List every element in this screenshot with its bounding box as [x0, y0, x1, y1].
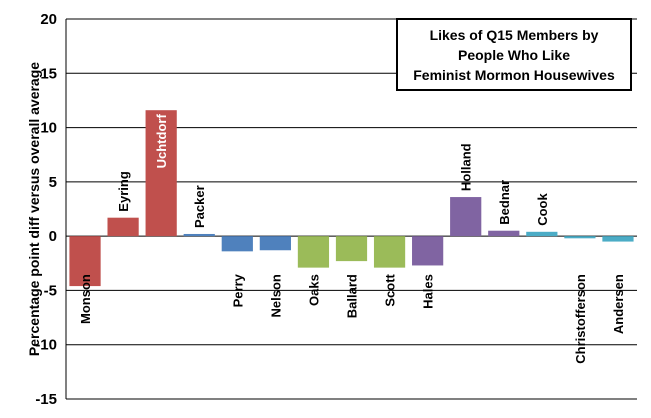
axes: [65, 19, 637, 400]
y-tick-label: 5: [49, 174, 57, 191]
bar-cook: [526, 231, 558, 237]
category-labels: Monson Eyring Uchtdorf Packer Perry Nelson Oak…: [78, 114, 626, 364]
category-label: Monson: [78, 274, 93, 324]
category-label: Holland: [459, 143, 474, 191]
bar-hales: [412, 236, 444, 266]
category-label: Uchtdorf: [154, 114, 169, 169]
category-label: Christofferson: [573, 274, 588, 364]
category-label: Andersen: [611, 274, 626, 334]
category-label: Hales: [421, 274, 436, 309]
bar-uchtdorf: [145, 110, 177, 237]
bar-oaks: [297, 236, 330, 268]
bar-eyring: [107, 217, 139, 237]
y-tick-label: -15: [35, 391, 57, 408]
y-tick-labels: -15 -10 -5 0 5 10 15 20: [35, 11, 57, 408]
bar-packer: [183, 233, 215, 237]
category-label: Bednar: [497, 180, 512, 225]
y-tick-label: 20: [40, 11, 57, 28]
category-label: Eyring: [116, 171, 131, 212]
bar-holland: [450, 197, 482, 237]
y-tick-label: 0: [49, 228, 57, 245]
bar-monson: [69, 236, 101, 287]
chart-title: Likes of Q15 Members by People Who Like …: [413, 26, 615, 83]
y-tick-label: -5: [44, 282, 57, 299]
chart-title-box: Likes of Q15 Members by People Who Like …: [396, 18, 632, 91]
category-label: Cook: [535, 193, 550, 226]
bar-scott: [373, 236, 406, 268]
category-label: Nelson: [268, 274, 283, 317]
category-label: Ballard: [345, 274, 360, 318]
bar-nelson: [259, 236, 291, 251]
bar-christofferson: [564, 236, 596, 239]
category-label: Oaks: [306, 274, 321, 306]
y-tick-label: 10: [40, 120, 57, 137]
y-tick-label: 15: [40, 65, 57, 82]
bar-bednar: [488, 230, 520, 237]
bars: [69, 110, 634, 287]
bar-ballard: [335, 236, 368, 262]
bar-andersen: [602, 236, 634, 242]
y-tick-label: -10: [35, 337, 57, 354]
category-label: Perry: [230, 273, 245, 307]
y-axis-label: Percentage point diff versus overall ave…: [26, 62, 42, 356]
bar-perry: [221, 236, 253, 252]
category-label: Packer: [192, 185, 207, 228]
category-label: Scott: [383, 273, 398, 306]
